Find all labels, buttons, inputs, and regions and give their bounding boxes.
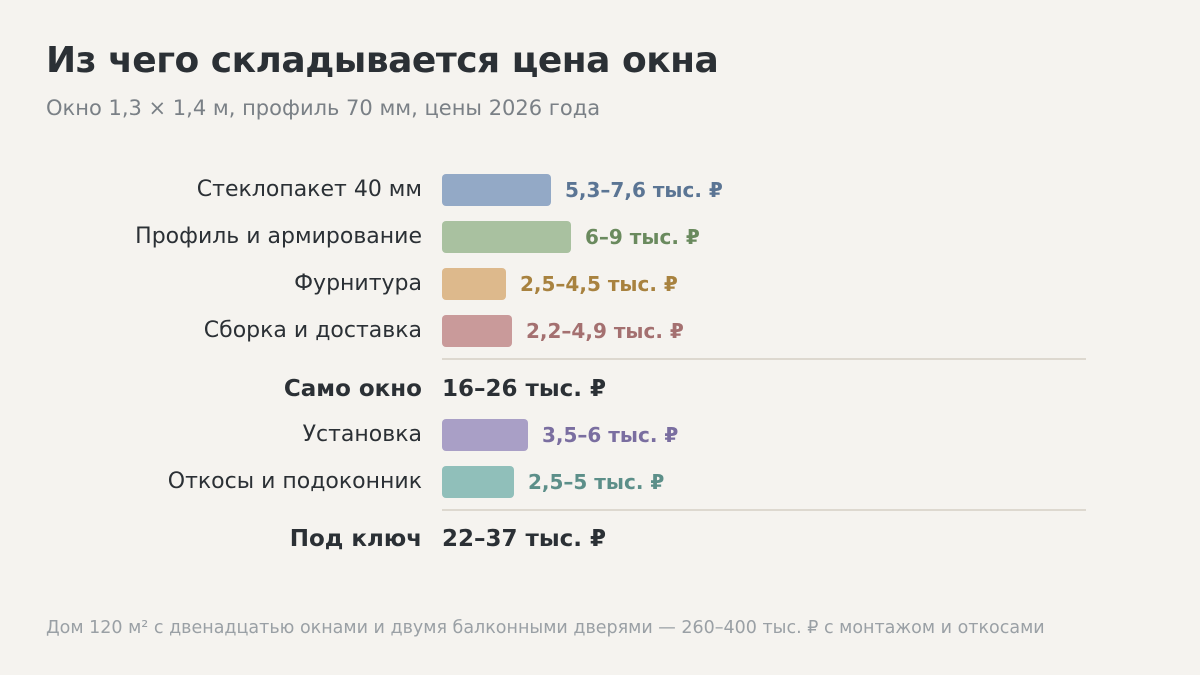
bar: [442, 419, 528, 451]
bar-value-label: 3,5–6 тыс. ₽: [542, 423, 679, 447]
subtotal-row-value: 16–26 тыс. ₽: [442, 376, 607, 402]
bar-value-label: 6–9 тыс. ₽: [585, 225, 700, 249]
bar-label: Фурнитура: [294, 271, 422, 296]
total-row-value: 22–37 тыс. ₽: [442, 526, 607, 552]
subtotal-row: Само окно 16–26 тыс. ₽: [0, 369, 1200, 409]
bar-value-label: 5,3–7,6 тыс. ₽: [565, 178, 723, 202]
bar-value-label: 2,5–4,5 тыс. ₽: [520, 272, 678, 296]
chart-row: Сборка и доставка 2,2–4,9 тыс. ₽: [0, 311, 1200, 351]
chart-title: Из чего складывается цена окна: [46, 40, 719, 81]
chart-subtitle: Окно 1,3 × 1,4 м, профиль 70 мм, цены 20…: [46, 96, 601, 120]
total-row-label: Под ключ: [289, 526, 422, 552]
bar-value-label: 2,2–4,9 тыс. ₽: [526, 319, 684, 343]
bar-label: Сборка и доставка: [203, 318, 422, 343]
bar: [442, 315, 512, 347]
divider: [442, 358, 1086, 360]
bar: [442, 221, 571, 253]
bar-label: Откосы и подоконник: [167, 469, 422, 494]
chart-row: Откосы и подоконник 2,5–5 тыс. ₽: [0, 462, 1200, 502]
bar: [442, 174, 551, 206]
bar-value-label: 2,5–5 тыс. ₽: [528, 470, 665, 494]
bar: [442, 268, 506, 300]
chart-row: Стеклопакет 40 мм 5,3–7,6 тыс. ₽: [0, 170, 1200, 210]
footnote: Дом 120 м² с двенадцатью окнами и двумя …: [46, 618, 1045, 638]
divider: [442, 509, 1086, 511]
total-row: Под ключ 22–37 тыс. ₽: [0, 519, 1200, 559]
chart-row: Установка 3,5–6 тыс. ₽: [0, 415, 1200, 455]
chart-row: Профиль и армирование 6–9 тыс. ₽: [0, 217, 1200, 257]
chart-row: Фурнитура 2,5–4,5 тыс. ₽: [0, 264, 1200, 304]
bar-label: Стеклопакет 40 мм: [196, 177, 422, 202]
bar-label: Профиль и армирование: [135, 224, 422, 249]
subtotal-row-label: Само окно: [283, 376, 422, 402]
bar-label: Установка: [302, 422, 422, 447]
bar: [442, 466, 514, 498]
